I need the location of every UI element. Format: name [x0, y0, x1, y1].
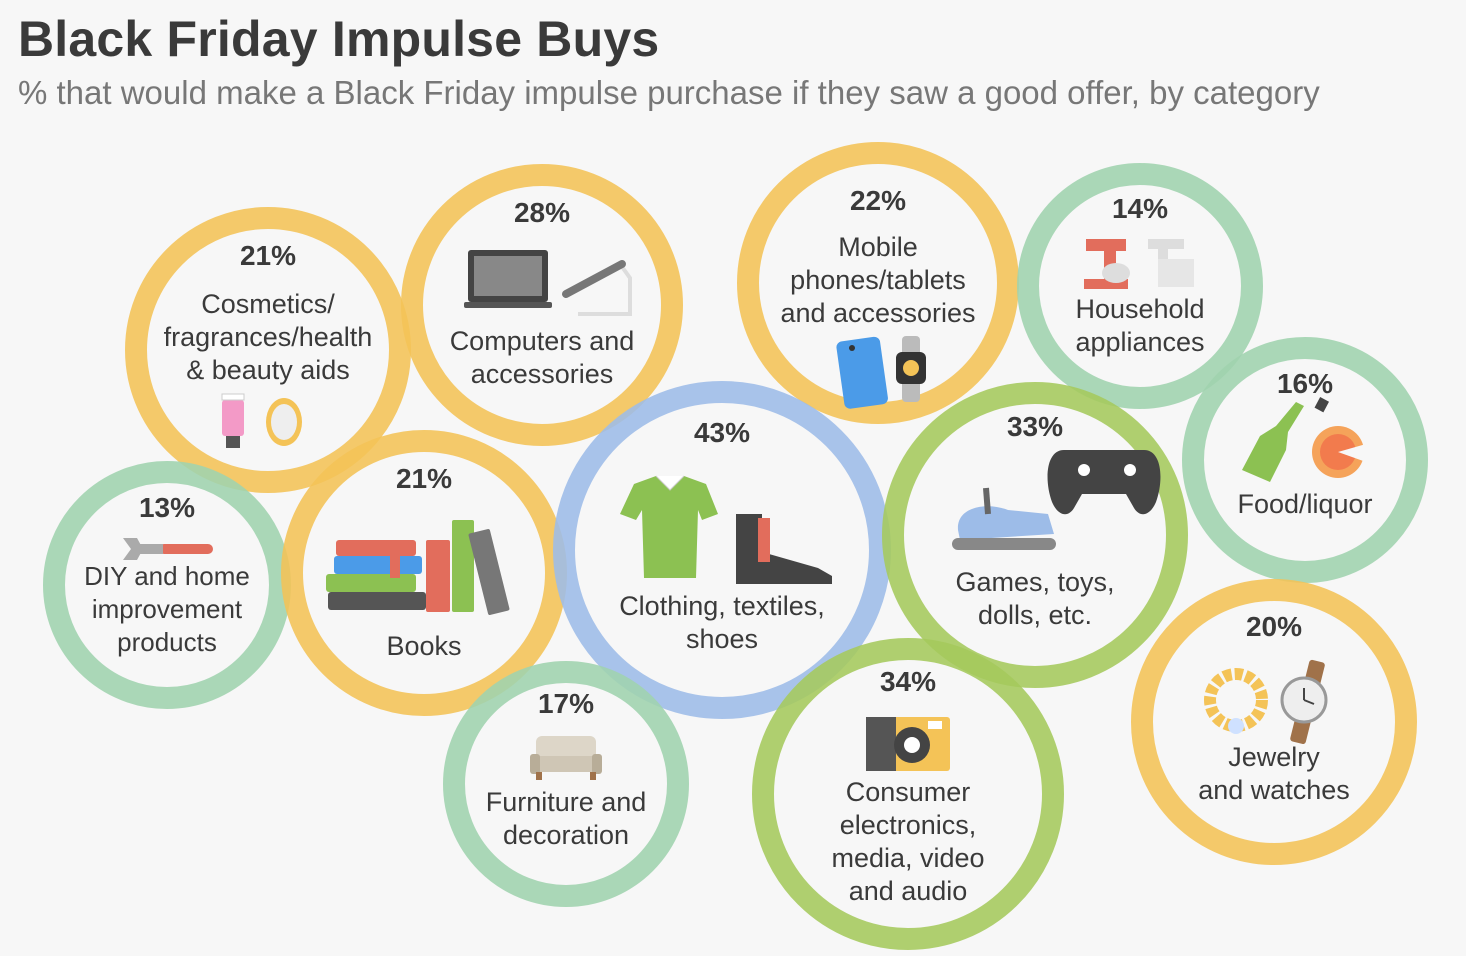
value-label: 17% — [538, 688, 594, 719]
jewelry-watch-icon — [1204, 659, 1328, 744]
value-label: 34% — [880, 666, 936, 697]
category-label: and audio — [849, 876, 968, 906]
category-label: appliances — [1075, 327, 1204, 357]
chart-title: Black Friday Impulse Buys — [18, 11, 660, 67]
chart-subtitle: % that would make a Black Friday impulse… — [18, 74, 1320, 111]
category-label: and watches — [1198, 775, 1350, 805]
category-label: Jewelry — [1228, 742, 1320, 772]
value-label: 28% — [514, 197, 570, 228]
category-label: decoration — [503, 820, 629, 850]
value-label: 33% — [1007, 411, 1063, 442]
category-label: DIY and home — [84, 561, 250, 591]
bottle-pie-icon — [1242, 397, 1366, 482]
category-label: Books — [386, 631, 461, 661]
category-label: electronics, — [840, 810, 977, 840]
category-label: Household — [1075, 294, 1204, 324]
bubble-ring — [553, 381, 891, 719]
category-label: Computers and — [450, 326, 635, 356]
camera-icon — [866, 717, 950, 771]
toy-gamepad-icon — [952, 450, 1161, 550]
category-label: Cosmetics/ — [201, 289, 335, 319]
bubble-ring — [43, 461, 291, 709]
cosmetics-icon — [221, 393, 302, 448]
mixer-icon — [1084, 239, 1194, 289]
bubble-ring — [1182, 337, 1428, 583]
value-label: 22% — [850, 185, 906, 216]
category-label: media, video — [831, 843, 984, 873]
category-label: Food/liquor — [1237, 489, 1372, 519]
label-layer: 21% Cosmetics/fragrances/health& beauty a… — [84, 185, 1372, 906]
category-label: phones/tablets — [790, 265, 966, 295]
value-label: 21% — [240, 240, 296, 271]
category-label: Consumer — [846, 777, 971, 807]
category-label: Furniture and — [486, 787, 647, 817]
bubble-ring — [1131, 579, 1417, 865]
books-icon — [326, 520, 510, 615]
category-label: Games, toys, — [955, 567, 1114, 597]
value-label: 14% — [1112, 193, 1168, 224]
bubble-ring — [125, 207, 411, 493]
shirt-boot-icon — [620, 475, 832, 584]
wrench-icon — [123, 538, 213, 560]
category-label: accessories — [471, 359, 614, 389]
bubble-ring — [443, 661, 689, 907]
category-label: Mobile — [838, 232, 918, 262]
icon-layer — [123, 239, 1366, 780]
bubble-ring — [1017, 163, 1263, 409]
category-label: shoes — [686, 624, 758, 654]
sofa-icon — [530, 736, 602, 780]
value-label: 43% — [694, 417, 750, 448]
category-label: fragrances/health — [164, 322, 373, 352]
ring-layer — [43, 142, 1428, 950]
category-label: & beauty aids — [186, 355, 350, 385]
bubble-ring — [882, 382, 1188, 688]
category-label: products — [117, 627, 217, 657]
phone-watch-icon — [836, 336, 926, 409]
bubble-ring — [401, 164, 683, 446]
category-label: improvement — [92, 594, 243, 624]
category-label: Clothing, textiles, — [619, 591, 825, 621]
bubble-ring — [737, 142, 1019, 424]
value-label: 21% — [396, 463, 452, 494]
category-label: and accessories — [780, 298, 975, 328]
category-label: dolls, etc. — [978, 600, 1092, 630]
value-label: 16% — [1277, 368, 1333, 399]
bubble-ring — [752, 638, 1064, 950]
laptop-icon — [464, 250, 632, 316]
value-label: 20% — [1246, 611, 1302, 642]
value-label: 13% — [139, 492, 195, 523]
